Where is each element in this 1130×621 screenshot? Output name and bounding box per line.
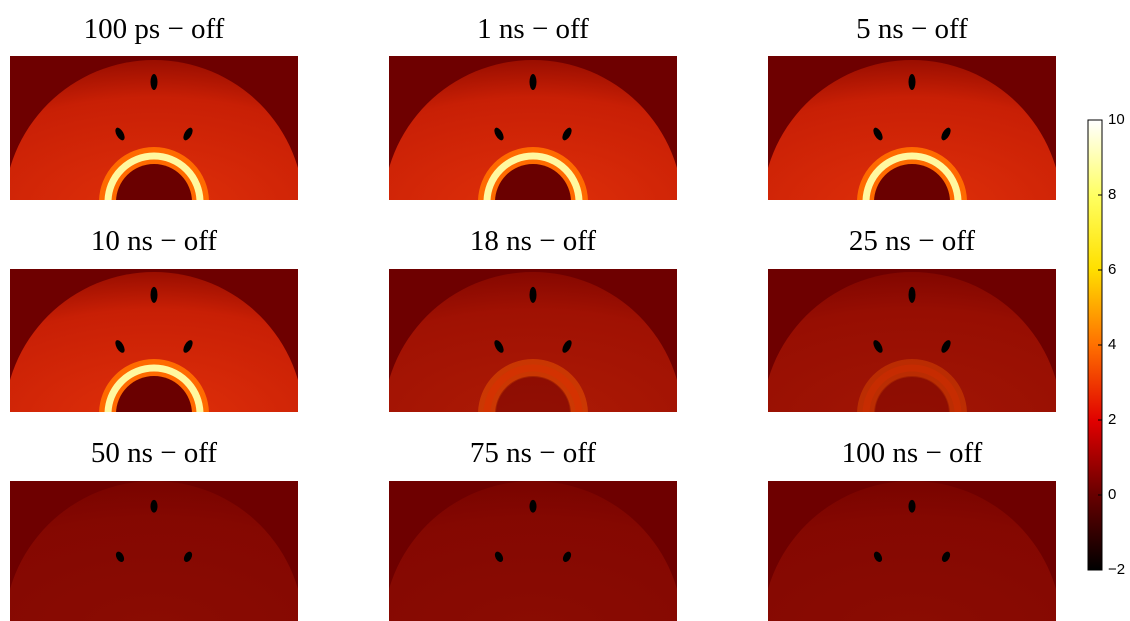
colorbar-tick-label: 6 xyxy=(1108,261,1116,278)
colorbar-tick-label: 2 xyxy=(1108,411,1116,428)
colorbar-tick-label: 0 xyxy=(1108,486,1116,503)
panel-title: 100 ns − off xyxy=(842,437,983,469)
panel-image xyxy=(4,269,304,460)
beam-stop xyxy=(151,287,158,303)
panel-image xyxy=(762,269,1062,460)
panel-title: 1 ns − off xyxy=(477,13,589,45)
panel-title: 75 ns − off xyxy=(470,437,597,469)
colorbar-tick-label: 10 xyxy=(1108,111,1125,128)
beam-stop xyxy=(530,74,537,90)
panel-image xyxy=(762,481,1062,621)
colorbar-tick-label: 8 xyxy=(1108,186,1116,203)
beam-stop xyxy=(151,500,158,513)
colorbar-tick-label: −2 xyxy=(1108,561,1125,578)
panel-title: 100 ps − off xyxy=(84,13,225,45)
beam-stop xyxy=(530,287,537,303)
beam-stop xyxy=(909,287,916,303)
panel-image xyxy=(383,56,683,248)
figure: 100 ps − off 1 ns − off 5 ns − off 10 ns − … xyxy=(0,0,1130,621)
panel-title: 5 ns − off xyxy=(856,13,968,45)
panel-title: 50 ns − off xyxy=(91,437,218,469)
panel-image xyxy=(383,269,683,460)
beam-stop xyxy=(909,500,916,513)
beam-stop xyxy=(909,74,916,90)
beam-stop xyxy=(151,74,158,90)
panel-title: 18 ns − off xyxy=(470,225,597,257)
beam-stop xyxy=(530,500,537,513)
panel-image xyxy=(4,481,304,621)
panel-image xyxy=(383,481,683,621)
panel-image xyxy=(4,56,304,248)
panel-image xyxy=(762,56,1062,248)
panel-title: 10 ns − off xyxy=(91,225,218,257)
colorbar-tick-label: 4 xyxy=(1108,336,1116,353)
panel-title: 25 ns − off xyxy=(849,225,976,257)
